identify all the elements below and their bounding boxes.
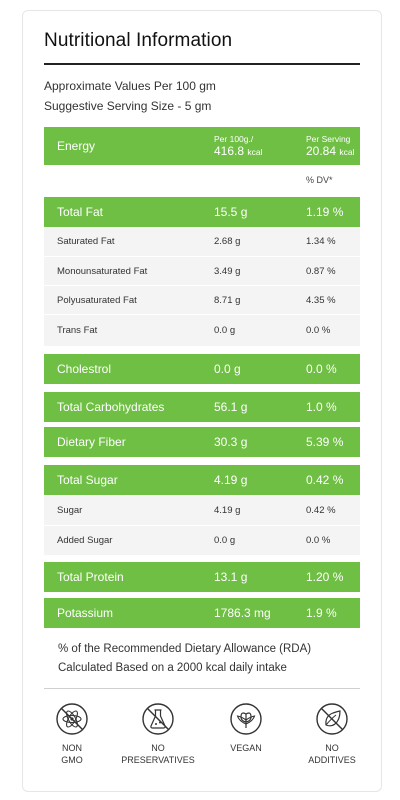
badge-no-additives: NO ADDITIVES xyxy=(292,702,372,766)
table-row-total-carbohydrates: Total Carbohydrates 56.1 g 1.0 % xyxy=(44,392,360,422)
rda-footnote: % of the Recommended Dietary Allowance (… xyxy=(58,643,312,655)
no-preservatives-icon xyxy=(142,703,174,735)
row-label: Total Protein xyxy=(57,570,124,584)
row-label: Polyusaturated Fat xyxy=(57,294,137,306)
row-value: 8.71 g xyxy=(214,294,241,306)
badge-label: NO PRESERVATIVES xyxy=(121,743,195,765)
per-100g-value: 416.8 xyxy=(214,143,245,158)
row-label: Total Carbohydrates xyxy=(57,400,165,414)
kcal-footnote: Calculated Based on a 2000 kcal daily in… xyxy=(58,662,287,674)
badge-label: VEGAN xyxy=(230,743,262,753)
table-row-cholestrol: Cholestrol 0.0 g 0.0 % xyxy=(44,354,360,384)
per-serving-unit: kcal xyxy=(339,146,355,157)
badge-label: NO ADDITIVES xyxy=(308,743,356,765)
per-100g-cell: Per 100g./ 416.8 kcal xyxy=(214,134,306,159)
table-row-polyunsaturated-fat: Polyusaturated Fat 8.71 g 4.35 % xyxy=(44,285,360,314)
row-dv: 0.0 % xyxy=(306,362,337,376)
table-row-dietary-fiber: Dietary Fiber 30.3 g 5.39 % xyxy=(44,427,360,457)
row-label: Saturated Fat xyxy=(57,236,115,247)
per-100g-label: Per 100g./ xyxy=(214,133,254,144)
non-gmo-icon xyxy=(56,703,88,735)
row-dv: 0.42 % xyxy=(306,504,336,516)
badge-label: NON GMO xyxy=(61,743,83,765)
per-serving-cell: Per Serving 20.84 kcal xyxy=(306,134,360,159)
row-dv: 1.34 % xyxy=(306,236,336,247)
table-row-total-fat: Total Fat 15.5 g 1.19 % xyxy=(44,197,360,227)
table-row-monounsaturated-fat: Monounsaturated Fat 3.49 g 0.87 % xyxy=(44,256,360,285)
row-dv: 0.0 % xyxy=(306,325,331,336)
serving-size-text: Suggestive Serving Size - 5 gm xyxy=(44,99,212,113)
row-label: Trans Fat xyxy=(57,325,98,336)
row-value: 15.5 g xyxy=(214,205,248,219)
table-row-trans-fat: Trans Fat 0.0 g 0.0 % xyxy=(44,314,360,346)
row-value: 0.0 g xyxy=(214,535,236,546)
row-dv: 1.19 % xyxy=(306,205,344,219)
vegan-leaf-icon xyxy=(230,703,262,735)
row-label: Potassium xyxy=(57,606,114,620)
energy-header-row: Energy Per 100g./ 416.8 kcal Per Serving… xyxy=(44,127,360,165)
row-label: Monounsaturated Fat xyxy=(57,265,148,277)
row-value: 1786.3 mg xyxy=(214,606,271,620)
row-value: 2.68 g xyxy=(214,236,241,247)
row-label: Cholestrol xyxy=(57,362,112,376)
row-dv: 1.0 % xyxy=(306,400,337,414)
table-row-total-protein: Total Protein 13.1 g 1.20 % xyxy=(44,562,360,592)
row-dv: 4.35 % xyxy=(306,294,336,306)
page-title: Nutritional Information xyxy=(44,30,233,51)
footer-divider xyxy=(44,688,360,689)
per-100g-unit: kcal xyxy=(247,146,263,157)
table-row-added-sugar: Added Sugar 0.0 g 0.0 % xyxy=(44,525,360,555)
per-serving-label: Per Serving xyxy=(306,133,351,144)
table-row-saturated-fat: Saturated Fat 2.68 g 1.34 % xyxy=(44,227,360,256)
title-divider xyxy=(44,63,360,65)
row-value: 0.0 g xyxy=(214,362,241,376)
row-dv: 1.9 % xyxy=(306,606,337,620)
row-value: 30.3 g xyxy=(214,435,248,449)
row-label: Total Fat xyxy=(57,205,104,219)
energy-label: Energy xyxy=(57,139,96,153)
no-additives-icon xyxy=(316,703,348,735)
row-label: Dietary Fiber xyxy=(57,435,126,449)
row-value: 56.1 g xyxy=(214,400,248,414)
row-label: Added Sugar xyxy=(57,535,113,546)
row-dv: 5.39 % xyxy=(306,435,344,449)
table-row-total-sugar: Total Sugar 4.19 g 0.42 % xyxy=(44,465,360,495)
row-dv: 0.0 % xyxy=(306,535,331,546)
row-value: 4.19 g xyxy=(214,473,248,487)
badge-non-gmo: NON GMO xyxy=(32,702,112,766)
row-dv: 1.20 % xyxy=(306,570,344,584)
badge-no-preservatives: NO PRESERVATIVES xyxy=(118,702,198,766)
per-serving-value: 20.84 xyxy=(306,143,337,158)
row-value: 13.1 g xyxy=(214,570,248,584)
row-label: Total Sugar xyxy=(57,473,118,487)
table-row-sugar: Sugar 4.19 g 0.42 % xyxy=(44,495,360,525)
approx-values-text: Approximate Values Per 100 gm xyxy=(44,79,216,93)
dv-label: % DV* xyxy=(306,175,333,185)
row-label: Sugar xyxy=(57,504,83,516)
row-value: 0.0 g xyxy=(214,325,236,336)
row-dv: 0.87 % xyxy=(306,265,336,277)
row-value: 4.19 g xyxy=(214,504,241,516)
badge-vegan: VEGAN xyxy=(206,702,286,754)
table-row-potassium: Potassium 1786.3 mg 1.9 % xyxy=(44,598,360,628)
row-dv: 0.42 % xyxy=(306,473,344,487)
row-value: 3.49 g xyxy=(214,265,241,277)
